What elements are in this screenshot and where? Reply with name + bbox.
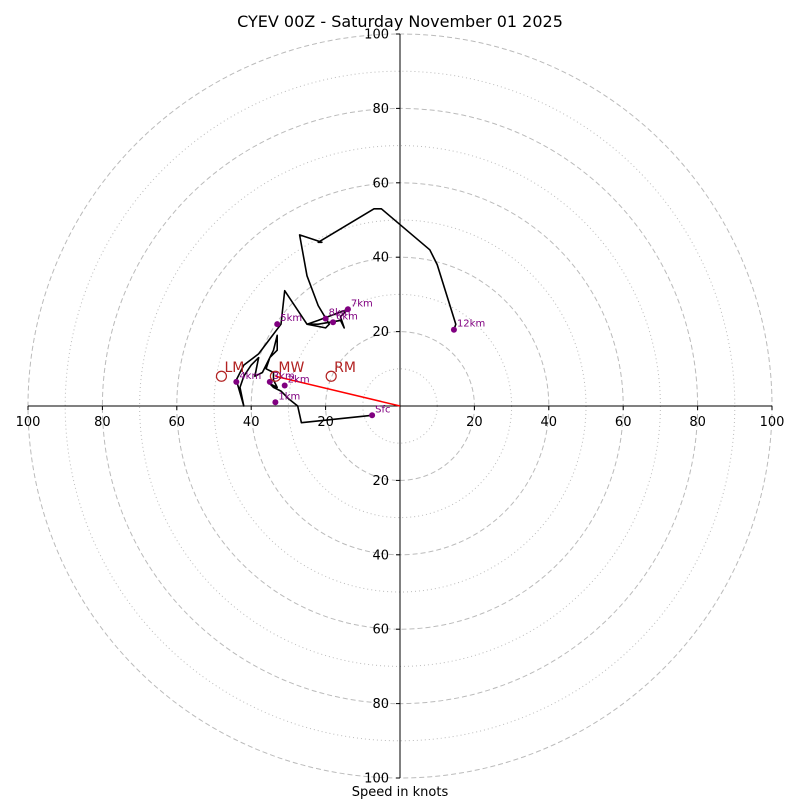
height-marker-label: 4km xyxy=(239,371,261,382)
height-marker-dot xyxy=(266,378,273,385)
y-tick-label: 100 xyxy=(364,28,389,43)
x-tick-label: 80 xyxy=(94,415,111,430)
storm-motion-lm-marker xyxy=(215,370,228,382)
x-tick-label: 100 xyxy=(16,415,41,430)
height-marker-dot xyxy=(330,319,337,326)
x-tick-labels: 100 80 60 40 20 20 40 60 80 100 xyxy=(16,406,785,430)
y-tick-label: 60 xyxy=(372,623,389,638)
height-marker-dot xyxy=(274,321,281,328)
storm-motion-mw-label: MW xyxy=(278,360,304,376)
height-marker-dot xyxy=(272,399,279,406)
storm-motion-rm-marker xyxy=(325,370,337,382)
height-marker-label: 7km xyxy=(351,298,373,309)
x-tick-label: 60 xyxy=(169,415,186,430)
height-marker-label: Sfc xyxy=(375,404,390,415)
height-marker-label: 3km xyxy=(273,371,295,382)
x-axis-label: Speed in knots xyxy=(352,785,449,800)
y-tick-label: 40 xyxy=(372,548,389,563)
x-tick-label: 60 xyxy=(615,415,632,430)
storm-motion-lm-label: LM xyxy=(224,360,244,376)
y-tick-labels: 100 80 60 40 20 20 40 60 80 100 xyxy=(364,28,400,787)
y-tick-label: 20 xyxy=(372,474,389,489)
height-marker-label: 12km xyxy=(457,319,485,330)
height-marker-label: 5km xyxy=(280,313,302,324)
storm-motion-vector xyxy=(275,375,401,407)
y-tick-label: 20 xyxy=(372,325,389,340)
x-tick-label: 20 xyxy=(466,415,483,430)
storm-motion-rm-label: RM xyxy=(334,360,356,376)
storm-motion-markers: LM MW RM xyxy=(215,360,356,382)
height-marker-dot xyxy=(322,315,329,322)
y-tick-label: 80 xyxy=(372,102,389,117)
height-marker-label: 8km xyxy=(329,308,351,319)
x-tick-label: 20 xyxy=(317,415,334,430)
height-marker-dot xyxy=(233,378,240,385)
hodograph-trace xyxy=(235,208,457,424)
storm-motion-mw-marker xyxy=(269,370,281,382)
x-tick-label: 100 xyxy=(760,415,785,430)
height-marker-label: 2km xyxy=(288,375,310,386)
y-tick-label: 40 xyxy=(372,251,389,266)
height-marker-dot xyxy=(369,412,376,419)
y-tick-label: 60 xyxy=(372,176,389,191)
height-marker-dot xyxy=(344,306,351,313)
x-tick-label: 40 xyxy=(541,415,558,430)
height-marker-dot xyxy=(281,382,288,389)
chart-title: CYEV 00Z - Saturday November 01 2025 xyxy=(237,12,563,31)
height-marker-label: 6km xyxy=(336,311,358,322)
x-tick-label: 40 xyxy=(243,415,260,430)
height-marker-label: 1km xyxy=(278,391,300,402)
height-marker-dot xyxy=(450,326,457,333)
x-tick-label: 80 xyxy=(689,415,706,430)
y-tick-label: 100 xyxy=(364,772,389,787)
y-tick-label: 80 xyxy=(372,697,389,712)
